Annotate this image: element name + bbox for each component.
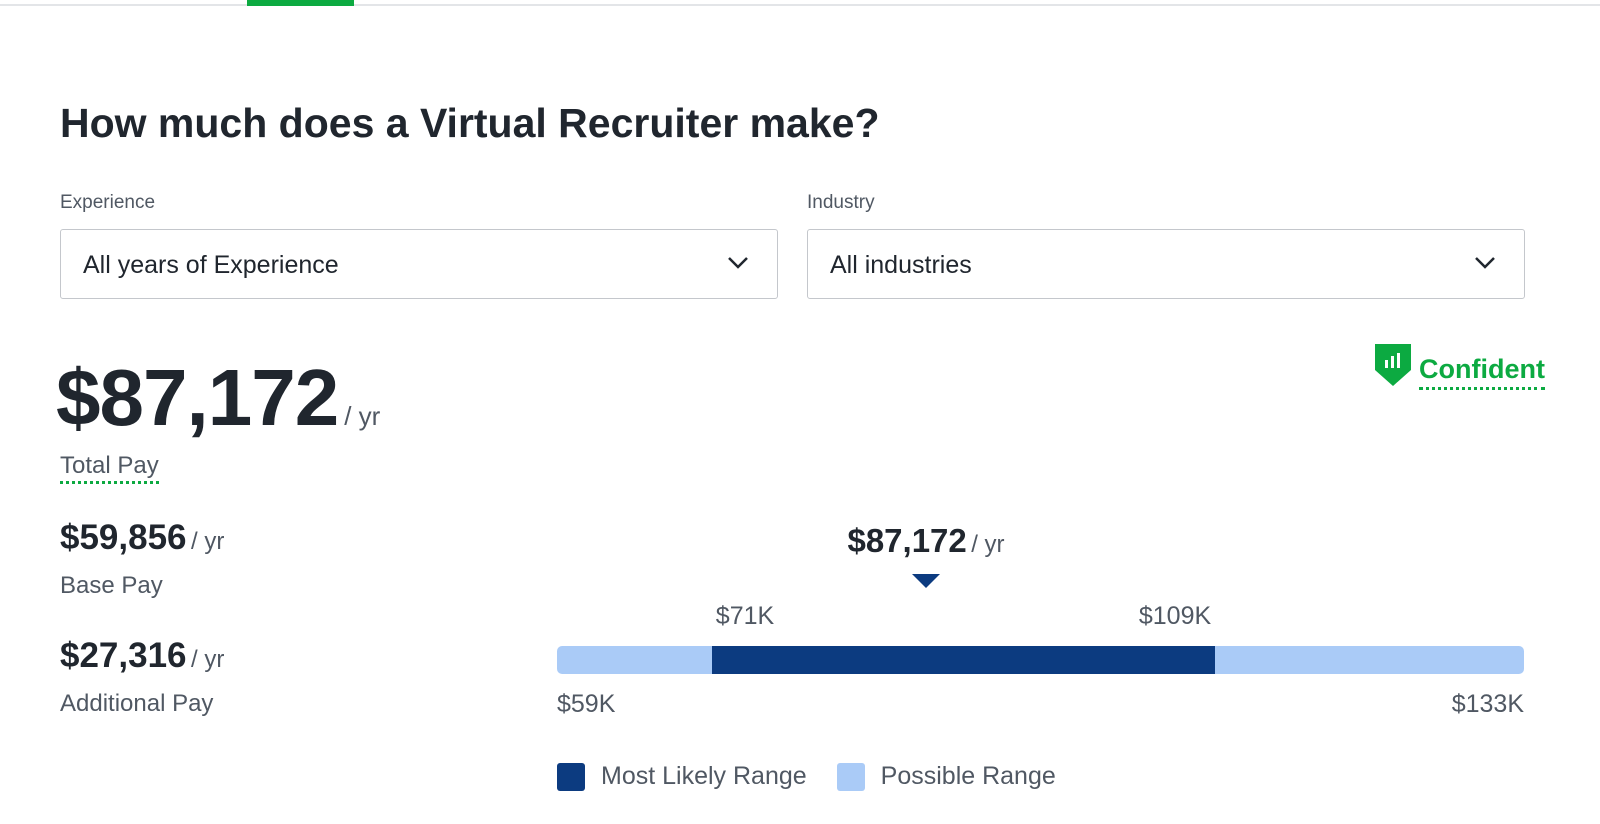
low-label: $59K bbox=[557, 690, 616, 718]
median-marker bbox=[912, 574, 940, 588]
filter-label: Industry bbox=[807, 192, 875, 213]
additional-pay: $27,316 / yr bbox=[60, 636, 224, 676]
legend-swatch bbox=[557, 762, 585, 791]
median-label: $87,172 / yr bbox=[847, 522, 1004, 560]
chevron-icon bbox=[728, 257, 748, 269]
dropdown-value: All industries bbox=[830, 251, 972, 279]
pay-label: Additional Pay bbox=[60, 690, 214, 717]
unit: / yr bbox=[190, 528, 225, 555]
likely-low-label: $71K bbox=[715, 602, 775, 630]
legend: Most Likely Range Possible Range bbox=[557, 762, 1056, 791]
industry-dropdown[interactable]: All industries bbox=[807, 229, 1525, 299]
legend-label: Possible Range bbox=[880, 762, 1056, 790]
legend-label: Most Likely Range bbox=[601, 762, 807, 790]
chevron-icon bbox=[1475, 257, 1495, 269]
title: How much does a Virtual Recruiter make? bbox=[60, 100, 880, 146]
tab-bar-border bbox=[0, 4, 1600, 6]
legend-swatch bbox=[836, 762, 865, 791]
total-pay-label[interactable]: Total Pay bbox=[60, 452, 159, 484]
dropdown-value: All years of Experience bbox=[83, 251, 339, 279]
confidence-badge[interactable]: Confident bbox=[1375, 344, 1545, 390]
amount: $87,172 bbox=[56, 353, 339, 442]
high-label: $133K bbox=[1451, 690, 1524, 718]
likely-high-label: $109K bbox=[1138, 602, 1212, 630]
confidence-label: Confident bbox=[1419, 354, 1545, 390]
unit: / yr bbox=[344, 401, 381, 431]
likely-range-bar bbox=[712, 646, 1215, 674]
total-amount: $87,172/ yr bbox=[56, 352, 380, 444]
active-tab-indicator bbox=[247, 0, 354, 6]
base-pay: $59,856 / yr bbox=[60, 518, 224, 558]
experience-dropdown[interactable]: All years of Experience bbox=[60, 229, 778, 299]
filter-label: Experience bbox=[60, 192, 156, 213]
amount: $87,172 bbox=[847, 522, 967, 559]
pay-label: Base Pay bbox=[60, 572, 163, 599]
amount: $59,856 bbox=[60, 518, 187, 557]
amount: $27,316 bbox=[60, 636, 187, 675]
shield-icon bbox=[1375, 344, 1411, 386]
unit: / yr bbox=[971, 531, 1005, 558]
unit: / yr bbox=[190, 646, 225, 673]
